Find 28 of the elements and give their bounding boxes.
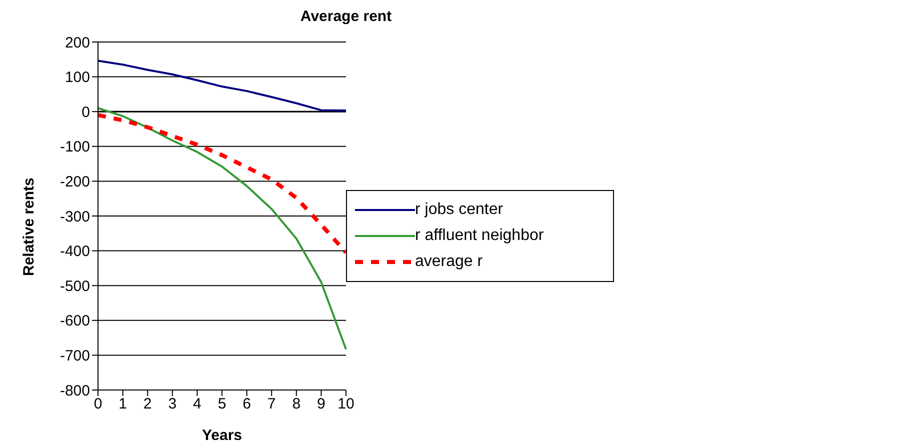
legend-label: r jobs center xyxy=(415,201,504,219)
y-tick-label: 200 xyxy=(64,34,90,52)
y-tick-label: -300 xyxy=(60,208,90,226)
x-tick-label: 8 xyxy=(292,396,301,413)
x-tick-label: 6 xyxy=(242,396,251,413)
legend-label: r affluent neighbor xyxy=(415,227,544,245)
x-tick-label: 2 xyxy=(143,396,152,413)
x-tick-label: 5 xyxy=(218,396,226,413)
x-tick-label: 3 xyxy=(168,396,177,413)
x-tick-label: 9 xyxy=(317,396,326,413)
y-tick-label: -800 xyxy=(60,382,90,400)
y-axis-title: Relative rents xyxy=(20,178,38,276)
y-tick-label: -700 xyxy=(60,348,90,365)
x-tick-label: 7 xyxy=(267,396,276,413)
x-tick-label: 1 xyxy=(118,396,127,413)
y-tick-label: -200 xyxy=(60,174,90,191)
legend-label: average r xyxy=(415,253,483,271)
y-tick-label: 100 xyxy=(64,69,90,86)
chart-title: Average rent xyxy=(299,8,393,27)
y-tick-label: -100 xyxy=(60,138,90,156)
y-tick-label: -600 xyxy=(60,312,90,330)
x-axis-title: Years xyxy=(202,427,242,444)
y-tick-label: 0 xyxy=(82,104,90,121)
y-tick-label: -500 xyxy=(60,278,90,295)
y-tick-label: -400 xyxy=(60,243,90,260)
x-tick-label: 4 xyxy=(193,396,202,413)
x-tick-label: 10 xyxy=(338,396,354,413)
x-tick-label: 0 xyxy=(94,396,102,413)
